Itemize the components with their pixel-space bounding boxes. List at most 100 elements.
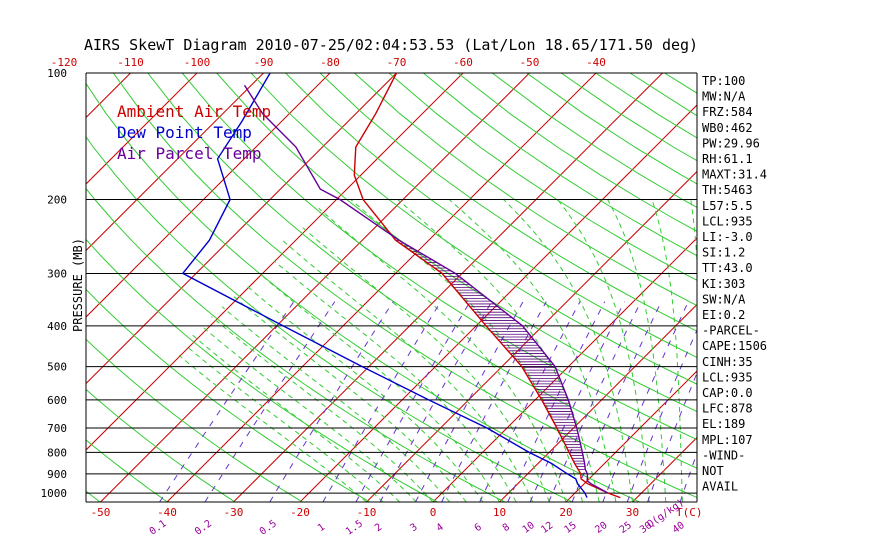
mixing-ratio-tick-label: 12	[539, 520, 555, 536]
dry-adiabat-line	[86, 439, 168, 502]
index-item: AVAIL	[702, 480, 738, 494]
moist-adiabat-line	[211, 316, 434, 502]
isobar-lines	[86, 72, 697, 494]
isotherm-line	[86, 73, 131, 119]
legend: Ambient Air Temp Dew Point Temp Air Parcel…	[117, 102, 271, 163]
mixing-ratio-tick-label: 6	[473, 522, 484, 534]
dry-adiabat-line	[86, 388, 236, 502]
pressure-labels: 100 200 300 400 500 600 700 800 900 1000	[41, 67, 68, 500]
dry-adiabat-line	[388, 73, 697, 281]
moist-adiabat-line	[607, 199, 667, 502]
bottom-tick-label: 20	[559, 506, 572, 519]
top-tick-label: -80	[320, 56, 340, 69]
pressure-tick-label: 1000	[41, 487, 68, 500]
isotherm-line	[499, 303, 697, 502]
legend-entry: Ambient Air Temp	[117, 102, 271, 121]
mixing-ratio-tick-label: 2	[373, 522, 384, 534]
top-tick-label: -40	[586, 56, 606, 69]
series-line-parcel-temp	[243, 84, 609, 494]
bottom-tick-label: -30	[224, 506, 244, 519]
moist-adiabat-line	[259, 273, 500, 502]
dry-adiabat-line	[250, 73, 697, 385]
moist-adiabat-line	[187, 347, 384, 502]
y-axis-label: PRESSURE (MB)	[71, 238, 85, 332]
index-item: MAXT:31.4	[702, 168, 767, 182]
bottom-tick-label: -10	[357, 506, 377, 519]
dry-adiabat-line	[86, 82, 640, 502]
moist-adiabat-line	[557, 199, 650, 502]
dry-adiabat-line	[526, 73, 697, 185]
moist-adiabat-line	[178, 354, 367, 502]
isotherm-line	[832, 73, 870, 502]
dry-adiabat-line	[491, 73, 697, 209]
bottom-axis-unit: T(C)	[676, 506, 703, 519]
index-item: WB0:462	[702, 121, 753, 135]
isotherm-line	[233, 73, 663, 502]
dry-adiabat-line	[422, 73, 697, 257]
dry-adiabat-line	[802, 73, 870, 502]
pressure-tick-label: 300	[47, 267, 67, 280]
dry-adiabat-line	[86, 490, 101, 502]
mixing-ratio-tick-label: 1	[316, 522, 327, 534]
index-item: SI:1.2	[702, 246, 745, 260]
pressure-tick-label: 100	[47, 67, 67, 80]
index-item: L57:5.5	[702, 199, 753, 213]
bottom-tick-label: 10	[493, 506, 506, 519]
moist-adiabat-lines	[178, 199, 697, 502]
mixing-ratio-tick-label: 40	[671, 520, 687, 536]
top-tick-label: -60	[453, 56, 473, 69]
isotherm-line	[86, 73, 331, 318]
bottom-axis-labels: -50 -40 -30 -20 -10 0 10 20 30	[91, 506, 640, 519]
mixing-ratio-tick-label: 1.5	[344, 518, 365, 537]
cape-hatch	[393, 237, 586, 470]
top-axis-labels: -120 -110 -100 -90 -80 -70 -60 -50 -40	[51, 56, 606, 69]
isotherm-line	[166, 73, 597, 502]
legend-entry: Dew Point Temp	[117, 123, 252, 142]
index-item: -WIND-	[702, 448, 745, 462]
mixing-ratio-tick-label: 8	[501, 522, 512, 534]
pressure-tick-label: 600	[47, 394, 67, 407]
index-item: TP:100	[702, 74, 745, 88]
moist-adiabat-line	[350, 199, 584, 502]
top-tick-label: -110	[117, 56, 144, 69]
moist-adiabat-line	[201, 325, 417, 502]
index-item: MW:N/A	[702, 90, 746, 104]
moist-adiabat-line	[281, 239, 534, 502]
index-item: CAPE:1506	[702, 339, 767, 353]
mixing-ratio-tick-label: 25	[618, 520, 634, 536]
index-item: TH:5463	[702, 183, 753, 197]
index-item: EL:189	[702, 417, 745, 431]
series-line-ambient-temp	[353, 73, 621, 499]
moist-adiabat-line	[273, 260, 517, 502]
dry-adiabat-line	[86, 288, 371, 502]
top-tick-label: -120	[51, 56, 78, 69]
moist-adiabat-line	[318, 208, 567, 502]
index-item: TT:43.0	[702, 261, 753, 275]
mixing-ratio-tick-label: 0.5	[258, 518, 279, 537]
index-item: SW:N/A	[702, 292, 746, 306]
mixing-ratio-tick-label: 0.2	[193, 518, 214, 537]
mixing-ratio-line	[204, 301, 336, 502]
isotherm-line	[366, 170, 697, 502]
mixing-ratio-lines	[159, 301, 697, 502]
moist-adiabat-line	[233, 295, 467, 502]
mixing-ratio-tick-label: 20	[593, 520, 609, 536]
index-item: LFC:878	[702, 402, 753, 416]
pressure-tick-label: 900	[47, 468, 67, 481]
top-tick-label: -100	[184, 56, 211, 69]
mixing-ratio-tick-label: 10	[521, 520, 537, 536]
moist-adiabat-line	[651, 199, 683, 502]
isotherm-line	[299, 104, 697, 502]
dry-adiabat-line	[181, 73, 697, 441]
top-tick-label: -90	[254, 56, 274, 69]
mixing-ratio-tick-label: 3	[408, 522, 419, 534]
dry-adiabat-line	[457, 73, 697, 232]
index-item: EI:0.2	[702, 308, 745, 322]
index-item: PW:29.96	[702, 136, 760, 150]
dry-adiabat-line	[285, 73, 697, 359]
profile-series	[181, 73, 621, 499]
isotherm-line	[86, 73, 264, 252]
index-item: KI:303	[702, 277, 745, 291]
bottom-tick-label: 0	[430, 506, 437, 519]
